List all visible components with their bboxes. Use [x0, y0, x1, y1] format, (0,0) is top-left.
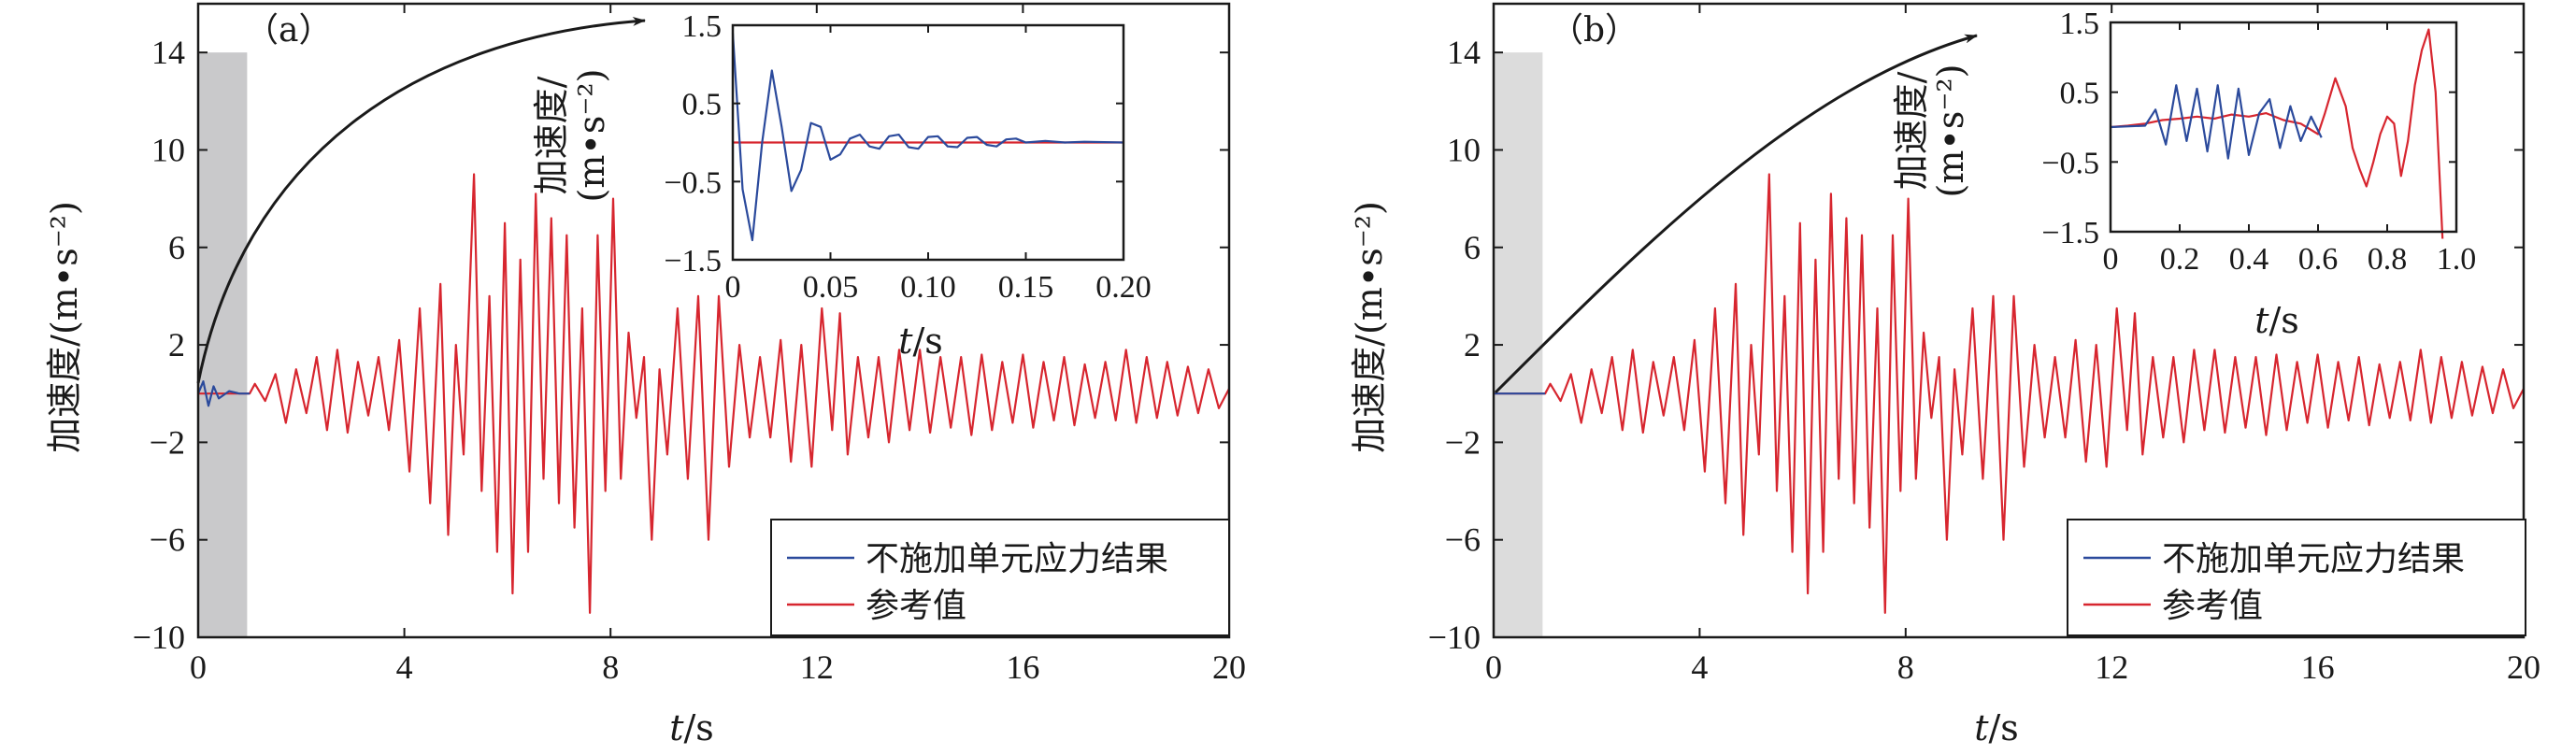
y-tick-label: 0.5 [2060, 77, 2100, 111]
x-tick-label: 12 [800, 648, 834, 686]
series-no-stress-line [196, 380, 250, 407]
x-tick-label: 0.8 [2368, 242, 2408, 277]
series-reference-line [1494, 173, 2525, 614]
x-tick-label: 4 [396, 648, 413, 686]
y-tick-label: 14 [1447, 34, 1481, 71]
legend-label-reference: 参考值 [866, 587, 966, 625]
inset-series-no-stress-group [731, 33, 1124, 242]
x-tick-label: 8 [1897, 648, 1914, 686]
legend-label-reference: 参考值 [2162, 587, 2263, 625]
y-tick-label: 1.5 [2060, 7, 2100, 41]
x-tick-label: 0 [1485, 648, 1502, 686]
x-tick-label: 20 [2507, 648, 2540, 686]
y-tick-label: −1.5 [664, 244, 722, 278]
x-tick-label: 1.0 [2437, 242, 2477, 277]
y-tick-label: −0.5 [664, 165, 722, 200]
inset-x-ticks: 0 0.05 0.10 0.15 0.20 [725, 25, 1152, 305]
legend: 不施加单元应力结果 参考值 [770, 519, 1230, 636]
zoom-arrow [196, 16, 646, 384]
x-tick-label: 0.10 [900, 270, 956, 305]
inset-series-reference-line [2110, 28, 2444, 239]
series-reference-group [198, 173, 1230, 614]
inset-y-axis-title-unit: (m•s⁻²) [1930, 64, 1971, 198]
inset-y-axis-title-cn: 加速度/ [1891, 71, 1932, 190]
panel-label: （a） [245, 11, 332, 50]
x-tick-label: 0.20 [1095, 270, 1152, 305]
x-tick-label: 0.2 [2160, 242, 2200, 277]
y-axis-ticks: −10 −6 −2 2 6 10 14 [133, 34, 1229, 656]
x-tick-label: 0 [725, 270, 741, 305]
series-reference-line [198, 173, 1230, 614]
x-axis-ticks: 0 4 8 12 16 20 [1485, 4, 2540, 686]
plot-frame [196, 2, 1231, 639]
y-tick-label: 6 [168, 229, 185, 266]
inset-y-axis-title-unit: (m•s⁻²) [571, 69, 612, 203]
y-tick-label: 1.5 [682, 9, 723, 44]
y-tick-label: 6 [1464, 229, 1481, 266]
series-no-stress-group [196, 380, 250, 407]
inset-series-no-stress-group [2110, 84, 2323, 160]
x-tick-label: 0.15 [998, 270, 1054, 305]
x-tick-label: 0 [2103, 242, 2119, 277]
panel-label: （b） [1550, 11, 1639, 50]
inset-y-axis-title-cn: 加速度/ [531, 76, 572, 194]
zoom-arrow [1494, 34, 1978, 394]
x-tick-label: 8 [602, 648, 619, 686]
panel-a: 0 4 8 12 16 20 −10 −6 −2 2 6 10 14 （a） t/s 加速度/(m•s… [44, 2, 1246, 748]
y-tick-label: 14 [151, 34, 185, 71]
y-tick-label: 2 [168, 326, 185, 363]
inset-x-axis-title: t/s [2254, 300, 2299, 341]
inset-x-ticks: 0 0.2 0.4 0.6 0.8 1.0 [2103, 22, 2477, 277]
inset-chart: 0 0.2 0.4 0.6 0.8 1.0 −1.5 −0.5 0.5 1.5 t/s 加速度/… [1891, 7, 2476, 341]
inset-x-axis-title: t/s [898, 321, 943, 362]
y-axis-ticks: −10 −6 −2 2 6 10 14 [1428, 34, 2524, 656]
inset-frame [2109, 21, 2458, 234]
series-reference-group [1494, 173, 2525, 614]
y-tick-label: −2 [150, 423, 185, 461]
x-tick-label: 0.4 [2229, 242, 2269, 277]
inset-y-ticks: −1.5 −0.5 0.5 1.5 [664, 9, 1123, 278]
x-tick-label: 0.05 [803, 270, 859, 305]
x-tick-label: 16 [2301, 648, 2335, 686]
panel-b: 0 4 8 12 16 20 −10 −6 −2 2 6 10 14 （b） t/s 加速度/(m•s… [1349, 2, 2540, 748]
x-tick-label: 4 [1691, 648, 1708, 686]
y-axis-title: 加速度/(m•s⁻²) [44, 201, 85, 453]
legend: 不施加单元应力结果 参考值 [2067, 519, 2526, 636]
y-tick-label: 0.5 [682, 88, 723, 122]
y-tick-label: 10 [151, 131, 185, 168]
x-tick-label: 16 [1006, 648, 1039, 686]
y-tick-label: −10 [1428, 619, 1481, 656]
x-tick-label: 0.6 [2298, 242, 2339, 277]
inset-y-ticks: −1.5 −0.5 0.5 1.5 [2041, 7, 2456, 250]
y-tick-label: −1.5 [2041, 216, 2099, 250]
x-axis-title: t/s [1974, 707, 2019, 748]
inset-chart: 0 0.05 0.10 0.15 0.20 −1.5 −0.5 0.5 1.5 t/s 加速度… [531, 9, 1152, 362]
plot-frame [1492, 2, 2526, 639]
x-tick-label: 20 [1212, 648, 1246, 686]
x-axis-title: t/s [669, 707, 714, 748]
y-tick-label: −6 [1445, 521, 1481, 559]
legend-label-no-stress: 不施加单元应力结果 [2162, 540, 2465, 578]
y-tick-label: −6 [150, 521, 185, 559]
x-tick-label: 12 [2095, 648, 2128, 686]
y-tick-label: −10 [133, 619, 185, 656]
y-tick-label: −0.5 [2041, 146, 2099, 180]
inset-series-reference-group [2110, 28, 2444, 239]
y-tick-label: 10 [1447, 131, 1481, 168]
x-tick-label: 0 [190, 648, 207, 686]
y-tick-label: −2 [1445, 423, 1481, 461]
inset-series-no-stress-line [731, 33, 1124, 242]
inset-series-no-stress-line [2110, 84, 2323, 160]
y-axis-title: 加速度/(m•s⁻²) [1349, 201, 1390, 453]
y-tick-label: 2 [1464, 326, 1481, 363]
legend-label-no-stress: 不施加单元应力结果 [866, 540, 1168, 578]
